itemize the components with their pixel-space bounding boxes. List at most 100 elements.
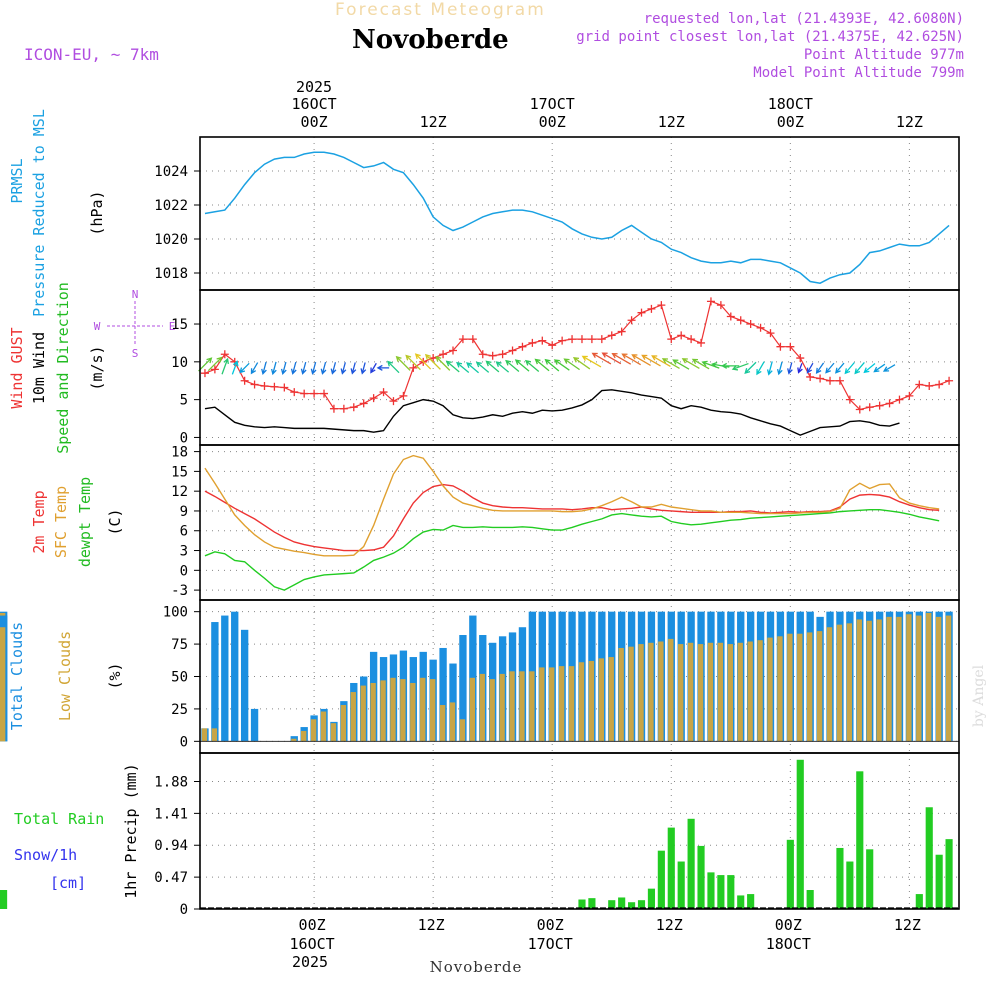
gust-marker [677, 331, 686, 340]
y-tick-label: 5 [180, 393, 188, 409]
y-tick-label: 9 [180, 504, 188, 520]
low-cloud-bar [628, 646, 634, 742]
wind-arrow [701, 360, 720, 369]
wind-arrow [466, 362, 480, 374]
low-cloud-bar [906, 614, 912, 742]
y-tick-label: 0 [180, 430, 188, 446]
wind-arrow [661, 358, 680, 369]
grid-lines [200, 290, 959, 445]
total-cloud-bar [211, 622, 219, 742]
gust-marker [508, 346, 517, 355]
low-cloud-bar [687, 642, 694, 742]
low-cloud-bar [926, 612, 932, 742]
wind-arrow [787, 362, 793, 375]
grid-lines [200, 445, 959, 600]
gust-marker [826, 376, 835, 385]
top-hour-label: 12Z [420, 113, 447, 131]
low-cloud-bar [469, 677, 476, 742]
temp-unit: (C) [106, 508, 124, 535]
watermark: by Angel [971, 664, 987, 727]
total-cloud-bar [459, 635, 467, 742]
top-year: 2025 [296, 78, 332, 96]
compass-e: E [169, 320, 176, 333]
gust-marker [290, 388, 299, 397]
low-cloud-bar [876, 619, 882, 742]
low-cloud-bar [638, 644, 644, 742]
wind-arrow [221, 357, 229, 375]
low-cloud-bar [291, 738, 297, 742]
plot-area [0, 611, 959, 742]
wind-arrow [731, 362, 749, 371]
wind-arrow [456, 361, 470, 374]
y-tick-label: 1022 [154, 198, 188, 214]
wind-arrow [651, 355, 671, 367]
low-cloud-bar [211, 728, 218, 742]
bottom-hour-label: 12Z [656, 916, 683, 934]
wind-arrow [485, 360, 500, 373]
rain-bar [945, 839, 953, 909]
gust-line [204, 300, 950, 411]
rain-bar [0, 890, 8, 909]
low-cloud-bar [459, 719, 466, 742]
low-cloud-bar [301, 730, 307, 742]
wind-arrow [744, 361, 757, 374]
y-tick-label: 0.47 [154, 870, 188, 886]
gust-marker [647, 304, 656, 313]
rain-bar [856, 771, 864, 909]
rain-bar [608, 900, 616, 909]
gust-marker [766, 329, 775, 338]
gust-marker [587, 335, 596, 344]
low-cloud-bar [410, 682, 416, 742]
precip-panel: Total Rain Snow/1h [cm] 1hr Precip (mm) … [0, 752, 960, 918]
low-cloud-bar [807, 632, 813, 742]
gust-marker [816, 374, 825, 383]
rain-bar [737, 895, 745, 909]
wind-10m-label: 10m Wind [30, 332, 48, 404]
plot-area [198, 297, 954, 436]
top-day-label: 16OCT [292, 95, 337, 113]
gust-marker [935, 380, 944, 389]
rain-bar [786, 839, 794, 909]
y-tick-label: 1018 [154, 266, 188, 282]
low-cloud-bar [201, 728, 208, 742]
compass-rose: N S W E [94, 288, 176, 360]
low-cloud-bar [648, 642, 654, 742]
wind-arrow [672, 359, 690, 370]
y-tick-label: 1024 [154, 164, 188, 180]
wind-arrow [591, 352, 612, 365]
rain-bar [588, 898, 596, 909]
gust-marker [667, 335, 676, 344]
compass-s: S [132, 347, 139, 360]
gust-marker [548, 341, 557, 350]
wind-arrow [250, 362, 259, 375]
wind-arrow [495, 361, 510, 373]
bottom-day-label: 16OCT [290, 935, 335, 953]
low-cloud-bar [420, 677, 426, 742]
wind-arrow [806, 362, 814, 374]
y-tick-label: 1020 [154, 232, 188, 248]
cloud-unit: (%) [106, 662, 124, 689]
gust-marker [468, 335, 477, 344]
pressure-label-prmsl: PRMSL [8, 158, 26, 203]
gust-marker [687, 335, 696, 344]
gust-marker [637, 308, 646, 317]
gust-marker [845, 395, 854, 404]
gust-marker [726, 312, 735, 321]
wind-arrow [611, 352, 632, 365]
wind-arrow [815, 362, 825, 374]
low-cloud-bar [658, 641, 664, 742]
wind-arrow [320, 361, 327, 375]
wind-arrow [475, 361, 490, 373]
gust-marker [786, 342, 795, 351]
low-cloud-bar [509, 671, 515, 742]
wind-arrow [797, 363, 803, 374]
low-cloud-bar [886, 616, 892, 742]
low-cloud-bar [429, 679, 436, 742]
closest-coords: grid point closest lon,lat (21.4375E, 42… [576, 29, 964, 45]
y-tick-label: 25 [171, 702, 188, 718]
bottom-hour-label: 12Z [418, 916, 445, 934]
low-cloud-bar [519, 671, 525, 742]
wind-arrow [414, 353, 432, 370]
gust-marker [300, 389, 309, 398]
